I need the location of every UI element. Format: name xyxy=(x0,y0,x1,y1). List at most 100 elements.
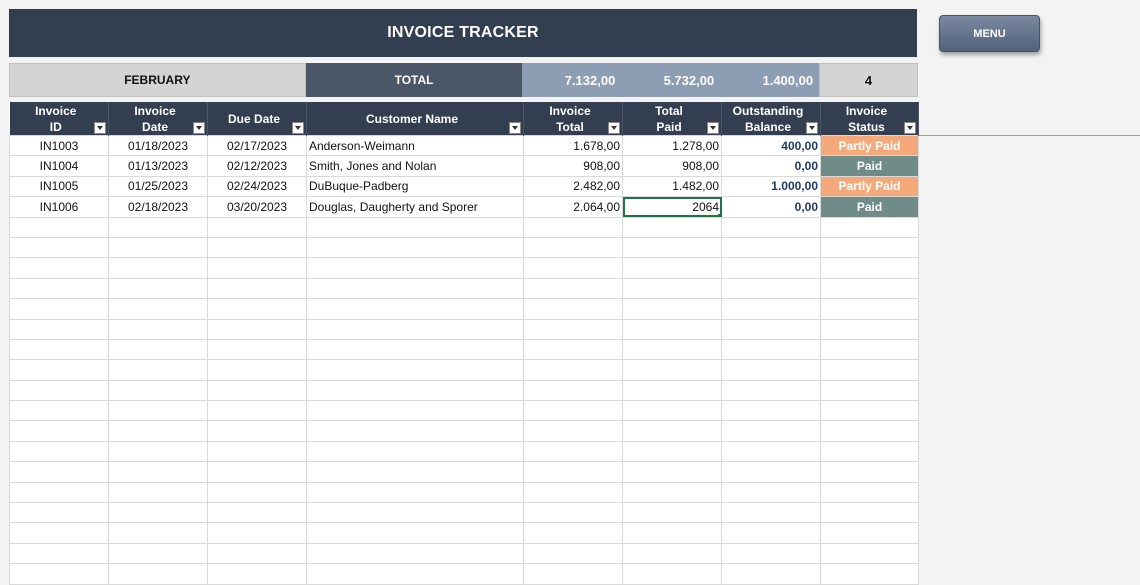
cell-customer-name[interactable]: Douglas, Daugherty and Sporer xyxy=(306,196,524,218)
empty-cell[interactable] xyxy=(721,277,821,300)
cell-customer-name[interactable]: DuBuque-Padberg xyxy=(306,175,524,198)
empty-cell[interactable] xyxy=(622,502,722,524)
empty-cell[interactable] xyxy=(721,236,821,259)
empty-cell[interactable] xyxy=(207,236,307,259)
empty-cell[interactable] xyxy=(622,318,722,340)
empty-cell[interactable] xyxy=(207,502,307,524)
cell-customer-name[interactable]: Smith, Jones and Nolan xyxy=(306,155,524,177)
cell-total-paid[interactable]: 1.482,00 xyxy=(622,175,722,198)
empty-cell[interactable] xyxy=(207,277,307,300)
empty-cell[interactable] xyxy=(9,522,109,544)
empty-cell[interactable] xyxy=(820,420,919,442)
empty-cell[interactable] xyxy=(306,542,524,565)
empty-cell[interactable] xyxy=(721,359,821,381)
cell-due-date[interactable]: 02/17/2023 xyxy=(207,134,307,157)
empty-cell[interactable] xyxy=(820,502,919,524)
cell-invoice-total[interactable]: 1.678,00 xyxy=(523,134,623,157)
empty-cell[interactable] xyxy=(207,563,307,585)
empty-cell[interactable] xyxy=(523,420,623,442)
empty-cell[interactable] xyxy=(207,318,307,340)
cell-invoice-total[interactable]: 2.482,00 xyxy=(523,175,623,198)
empty-cell[interactable] xyxy=(820,318,919,340)
empty-cell[interactable] xyxy=(721,318,821,340)
empty-cell[interactable] xyxy=(9,298,109,320)
empty-cell[interactable] xyxy=(306,298,524,320)
empty-cell[interactable] xyxy=(820,359,919,381)
empty-cell[interactable] xyxy=(523,236,623,259)
empty-cell[interactable] xyxy=(207,461,307,483)
empty-cell[interactable] xyxy=(820,440,919,463)
empty-cell[interactable] xyxy=(622,379,722,402)
filter-dropdown-icon[interactable] xyxy=(904,122,916,134)
empty-cell[interactable] xyxy=(721,481,821,504)
empty-cell[interactable] xyxy=(207,420,307,442)
cell-outstanding-balance[interactable]: 400,00 xyxy=(721,134,821,157)
cell-outstanding-balance[interactable]: 0,00 xyxy=(721,155,821,177)
empty-cell[interactable] xyxy=(622,236,722,259)
empty-cell[interactable] xyxy=(622,420,722,442)
empty-cell[interactable] xyxy=(721,338,821,361)
empty-cell[interactable] xyxy=(306,461,524,483)
empty-cell[interactable] xyxy=(9,481,109,504)
empty-cell[interactable] xyxy=(306,563,524,585)
empty-cell[interactable] xyxy=(721,420,821,442)
empty-cell[interactable] xyxy=(108,563,208,585)
empty-cell[interactable] xyxy=(108,257,208,279)
empty-cell[interactable] xyxy=(820,461,919,483)
empty-cell[interactable] xyxy=(523,502,623,524)
empty-cell[interactable] xyxy=(820,338,919,361)
cell-invoice-status[interactable]: Partly Paid xyxy=(820,175,919,198)
empty-cell[interactable] xyxy=(622,522,722,544)
empty-cell[interactable] xyxy=(622,298,722,320)
empty-cell[interactable] xyxy=(622,277,722,300)
empty-cell[interactable] xyxy=(721,400,821,422)
empty-cell[interactable] xyxy=(721,461,821,483)
empty-cell[interactable] xyxy=(721,502,821,524)
empty-cell[interactable] xyxy=(108,420,208,442)
empty-cell[interactable] xyxy=(306,400,524,422)
cell-invoice-id[interactable]: IN1003 xyxy=(9,134,109,157)
empty-cell[interactable] xyxy=(523,400,623,422)
empty-cell[interactable] xyxy=(9,338,109,361)
empty-cell[interactable] xyxy=(9,216,109,238)
cell-invoice-status[interactable]: Partly Paid xyxy=(820,134,919,157)
empty-cell[interactable] xyxy=(523,379,623,402)
empty-cell[interactable] xyxy=(622,481,722,504)
empty-cell[interactable] xyxy=(207,257,307,279)
empty-cell[interactable] xyxy=(207,481,307,504)
empty-cell[interactable] xyxy=(207,216,307,238)
empty-cell[interactable] xyxy=(9,440,109,463)
empty-cell[interactable] xyxy=(207,359,307,381)
empty-cell[interactable] xyxy=(9,379,109,402)
empty-cell[interactable] xyxy=(721,440,821,463)
empty-cell[interactable] xyxy=(207,522,307,544)
empty-cell[interactable] xyxy=(207,440,307,463)
cell-customer-name[interactable]: Anderson-Weimann xyxy=(306,134,524,157)
cell-invoice-id[interactable]: IN1005 xyxy=(9,175,109,198)
empty-cell[interactable] xyxy=(820,257,919,279)
empty-cell[interactable] xyxy=(306,359,524,381)
empty-cell[interactable] xyxy=(108,216,208,238)
filter-dropdown-icon[interactable] xyxy=(292,122,304,134)
empty-cell[interactable] xyxy=(108,277,208,300)
empty-cell[interactable] xyxy=(523,338,623,361)
empty-cell[interactable] xyxy=(207,400,307,422)
empty-cell[interactable] xyxy=(108,318,208,340)
empty-cell[interactable] xyxy=(108,236,208,259)
empty-cell[interactable] xyxy=(523,257,623,279)
empty-cell[interactable] xyxy=(721,298,821,320)
empty-cell[interactable] xyxy=(523,359,623,381)
empty-cell[interactable] xyxy=(108,298,208,320)
cell-total-paid[interactable]: 908,00 xyxy=(622,155,722,177)
empty-cell[interactable] xyxy=(306,236,524,259)
empty-cell[interactable] xyxy=(523,318,623,340)
empty-cell[interactable] xyxy=(523,216,623,238)
cell-invoice-id[interactable]: IN1006 xyxy=(9,196,109,218)
cell-outstanding-balance[interactable]: 1.000,00 xyxy=(721,175,821,198)
empty-cell[interactable] xyxy=(207,542,307,565)
empty-cell[interactable] xyxy=(622,461,722,483)
month-cell[interactable]: FEBRUARY xyxy=(9,63,306,97)
empty-cell[interactable] xyxy=(108,338,208,361)
empty-cell[interactable] xyxy=(9,420,109,442)
empty-cell[interactable] xyxy=(108,400,208,422)
